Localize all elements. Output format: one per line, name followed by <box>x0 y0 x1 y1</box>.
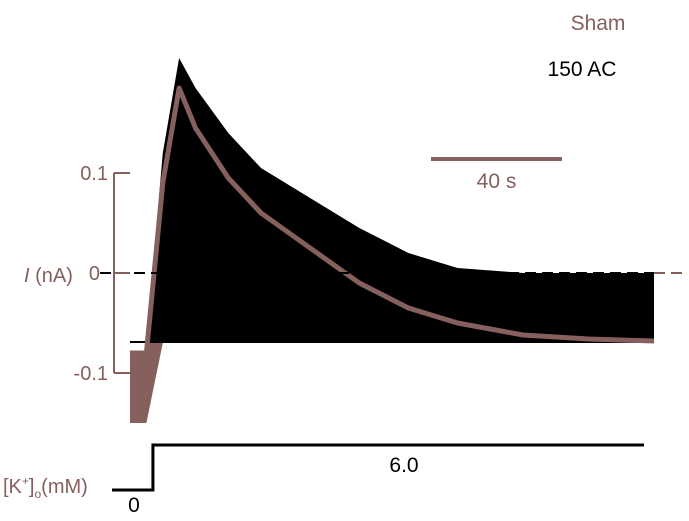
time-scale-bar-label: 40 s <box>477 170 517 193</box>
y-tick-label-1: 0 <box>89 263 100 285</box>
y-tick-label-2: -0.1 <box>74 363 108 385</box>
y-tick-label-0: 0.1 <box>80 163 108 185</box>
potassium-step-label: 6.0 <box>389 454 418 477</box>
y-axis-label: I (nA) <box>24 265 73 287</box>
potassium-step-trace <box>112 443 644 492</box>
series-150ac-fill <box>130 58 654 343</box>
series-sham-upper-line <box>130 85 655 356</box>
y-axis: 0.1 0 -0.1 <box>74 163 130 385</box>
traces-group <box>130 58 655 423</box>
potassium-baseline-label: 0 <box>128 494 140 516</box>
potassium-label: [K+]o(mM) <box>3 474 88 501</box>
legend-entry-150ac: 150 AC <box>548 58 617 81</box>
legend-entry-sham: Sham <box>571 12 626 35</box>
